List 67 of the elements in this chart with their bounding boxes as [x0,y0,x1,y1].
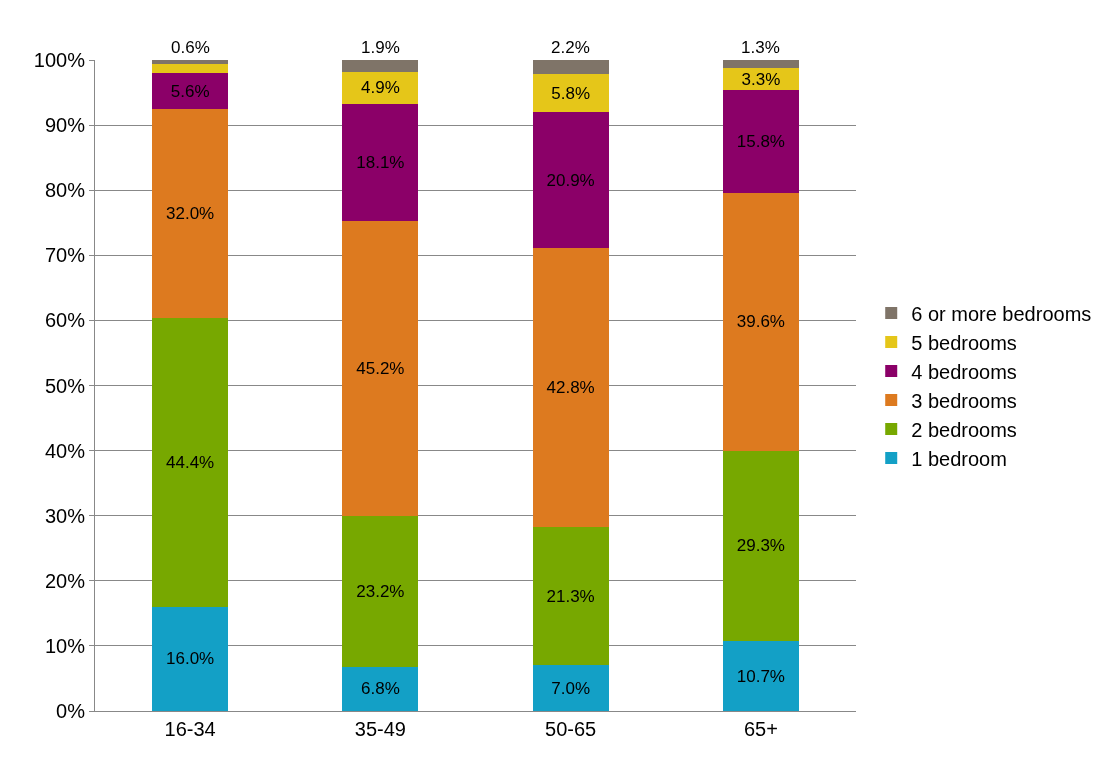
data-label: 2.2% [551,38,590,57]
data-label: 18.1% [356,153,405,173]
bar [722,641,799,711]
data-label: 42.8% [546,377,595,397]
bar [722,450,799,642]
bar [342,666,419,711]
bar [532,665,609,711]
y-tick-label: 20% [44,569,86,592]
data-label: 15.8% [736,131,785,151]
bar [152,606,229,711]
y-tick-label: 30% [44,504,86,527]
data-label: 4.9% [361,78,400,98]
data-label: 32.0% [166,204,215,224]
bar [342,103,419,222]
y-tick-label: 40% [44,439,86,462]
bar [722,192,799,451]
bar [532,248,609,527]
y-tick-label: 50% [44,374,86,397]
data-label: 10.7% [736,666,785,686]
legend-label: 2 bedrooms [911,418,1017,441]
x-tick-label: 50-65 [545,718,597,740]
y-tick-label: 100% [33,49,86,71]
data-label: 1.3% [741,38,780,57]
y-tick-label: 0% [56,700,86,722]
bar [152,317,229,607]
data-label: 5.8% [551,83,590,103]
data-label: 29.3% [736,536,785,556]
data-label: 6.8% [361,679,400,699]
x-tick-label: 35-49 [354,718,406,740]
x-tick-label: 65+ [743,718,778,740]
bar [722,89,799,193]
legend-label: 1 bedroom [911,447,1007,470]
data-label: 16.0% [166,649,215,669]
bar [342,71,419,104]
bar [152,63,229,74]
bar [532,112,609,249]
data-label: 0.6% [171,38,210,57]
y-tick-label: 90% [44,114,86,137]
bar [152,109,229,318]
legend-label: 6 or more bedrooms [911,302,1092,325]
bar [342,60,419,72]
y-tick-label: 80% [44,179,86,202]
bar [532,74,609,113]
y-tick-label: 70% [44,244,86,267]
legend-label: 5 bedrooms [911,331,1017,354]
y-tick-label: 10% [44,634,86,657]
data-label: 39.6% [736,312,785,332]
bar [152,60,229,64]
data-label: 20.9% [546,170,595,190]
bar [532,60,609,75]
data-label: 21.3% [546,586,595,606]
data-label: 7.0% [551,678,590,698]
data-label: 1.9% [361,38,400,57]
bar [342,221,419,516]
data-label: 5.6% [170,81,210,101]
bar [532,526,609,666]
legend-label: 3 bedrooms [911,389,1017,412]
bar [722,60,799,69]
bar [152,73,229,110]
data-label: 3.3% [741,69,781,89]
y-tick-label: 60% [44,309,86,332]
bar [342,515,419,667]
data-label: 44.4% [166,452,215,472]
data-label: 23.2% [356,581,405,601]
x-tick-label: 16-34 [164,718,216,740]
data-label: 45.2% [356,359,405,379]
legend-label: 4 bedrooms [911,360,1017,383]
